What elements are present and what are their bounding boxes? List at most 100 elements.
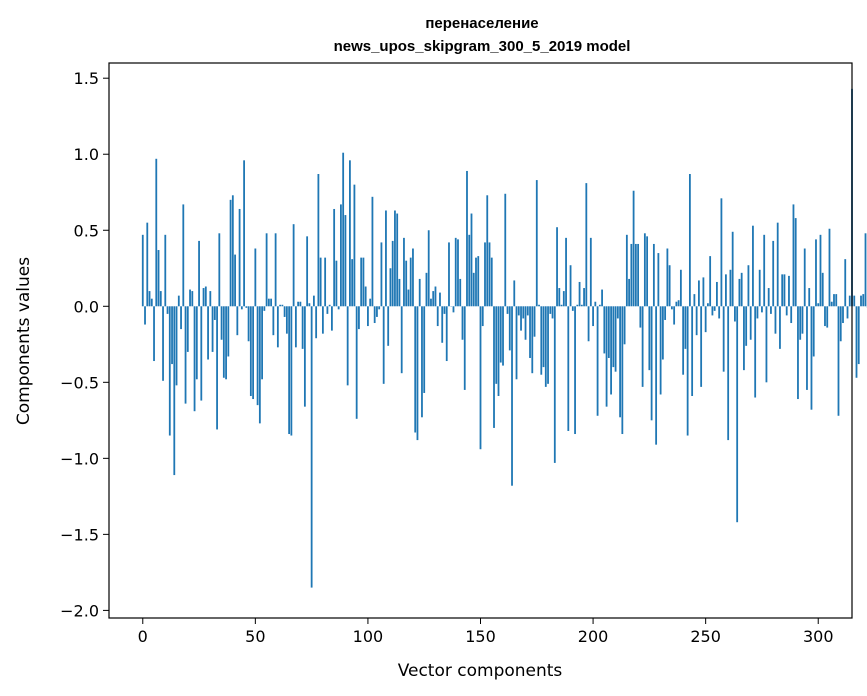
bar <box>569 265 572 307</box>
bar <box>691 306 694 396</box>
bar <box>148 291 151 307</box>
bar <box>245 306 248 308</box>
bar <box>328 304 331 307</box>
bar <box>585 183 588 307</box>
bar <box>349 160 351 307</box>
bar <box>826 306 829 328</box>
bar <box>779 306 781 349</box>
bar <box>459 278 462 307</box>
bar <box>306 236 309 307</box>
bar <box>486 195 489 307</box>
bar <box>702 277 705 307</box>
bar <box>186 306 189 352</box>
bar <box>218 233 221 307</box>
x-axis-label: Vector components <box>398 661 563 681</box>
bar <box>549 306 552 314</box>
bar <box>258 306 261 424</box>
bar <box>506 306 509 314</box>
bar <box>430 298 432 307</box>
bar <box>614 306 617 372</box>
bar <box>562 291 565 307</box>
bar <box>418 278 421 307</box>
bar <box>634 243 637 307</box>
bar <box>673 306 676 325</box>
bar <box>299 301 302 307</box>
bar <box>578 281 581 307</box>
bar <box>283 306 286 317</box>
bar <box>238 208 241 307</box>
bar <box>833 294 835 307</box>
bar <box>632 190 635 307</box>
bar <box>288 306 291 435</box>
bar <box>812 306 815 357</box>
bar <box>200 306 203 401</box>
bar <box>790 306 793 324</box>
bar <box>761 306 763 313</box>
bar <box>855 306 858 378</box>
bar <box>193 306 196 412</box>
bar <box>412 248 414 307</box>
bar <box>220 306 223 340</box>
bar <box>222 306 225 378</box>
bar <box>256 306 259 406</box>
bar <box>743 306 745 371</box>
chart-subtitle: news_upos_skipgram_300_5_2019 model <box>334 38 631 55</box>
bar <box>839 306 842 342</box>
bar <box>639 306 642 328</box>
bar <box>830 301 833 307</box>
bar <box>376 306 378 317</box>
bar <box>184 306 187 404</box>
bar <box>403 237 405 307</box>
bar <box>326 306 329 314</box>
bar <box>727 306 730 441</box>
bar <box>292 224 295 307</box>
bar <box>310 306 313 588</box>
bar <box>571 306 574 311</box>
bar <box>677 300 680 307</box>
bar <box>682 306 685 375</box>
bar <box>641 306 644 387</box>
bar <box>344 215 347 307</box>
bar <box>623 306 626 345</box>
bar <box>853 295 856 307</box>
bar <box>621 306 624 435</box>
bar <box>718 306 721 319</box>
bar <box>335 260 338 307</box>
bar <box>301 306 304 349</box>
bar <box>495 306 498 384</box>
bar <box>400 306 403 374</box>
bar <box>452 306 455 313</box>
bar <box>146 222 149 307</box>
bar <box>716 281 718 307</box>
bar <box>423 306 426 393</box>
bar <box>763 234 766 307</box>
bar <box>312 295 315 307</box>
bar <box>362 257 365 307</box>
bar <box>157 250 160 307</box>
bar <box>436 306 439 327</box>
bar <box>857 306 860 365</box>
bar <box>592 306 594 327</box>
bar <box>747 265 750 307</box>
bar <box>848 295 851 307</box>
bar <box>765 306 768 383</box>
bar <box>285 306 288 334</box>
bar <box>317 174 320 307</box>
bar <box>770 306 772 314</box>
bar <box>195 306 198 380</box>
bar <box>758 269 761 307</box>
bar <box>191 291 194 307</box>
bar <box>720 198 723 307</box>
bar <box>533 306 536 337</box>
bar <box>213 306 216 320</box>
bar <box>666 248 669 307</box>
bar <box>713 306 716 311</box>
bar <box>454 237 457 307</box>
bar <box>513 280 516 307</box>
bar <box>385 210 387 307</box>
bar <box>675 301 678 307</box>
bar <box>756 306 759 319</box>
bar <box>774 306 777 334</box>
bar <box>797 306 799 400</box>
bar <box>290 306 293 436</box>
